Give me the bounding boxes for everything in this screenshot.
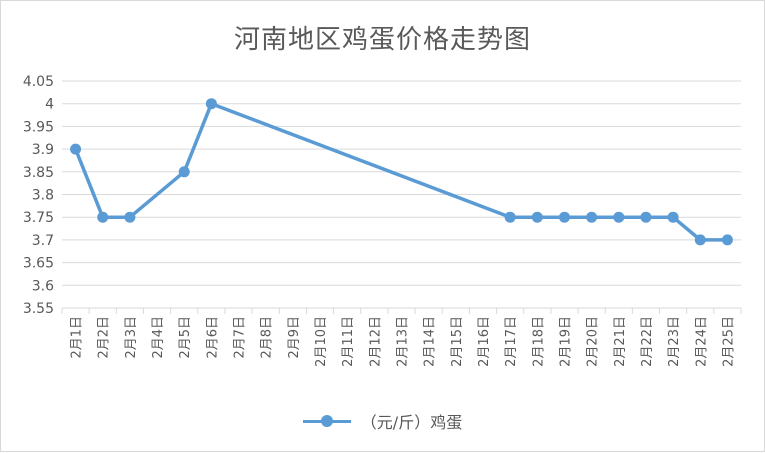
y-tick-label: 3.95 xyxy=(23,119,54,135)
x-tick-label: 2月13日 xyxy=(396,316,411,367)
legend: （元/斤）鸡蛋 xyxy=(1,409,764,433)
x-tick-label: 2月14日 xyxy=(423,316,438,367)
data-point xyxy=(558,211,570,223)
x-tick-label: 2月1日 xyxy=(70,316,85,359)
x-tick-label: 2月17日 xyxy=(504,316,519,367)
y-tick-label: 3.6 xyxy=(32,278,54,294)
data-point xyxy=(178,166,190,178)
data-point xyxy=(97,211,109,223)
y-tick-label: 3.7 xyxy=(32,233,54,249)
x-tick-label: 2月11日 xyxy=(341,316,356,367)
x-tick-label: 2月15日 xyxy=(450,316,465,367)
y-tick-label: 4 xyxy=(45,97,54,113)
x-tick-label: 2月19日 xyxy=(558,316,573,367)
x-tick-label: 2月21日 xyxy=(613,316,628,367)
y-tick-label: 3.85 xyxy=(23,165,54,181)
x-tick-label: 2月7日 xyxy=(233,316,248,359)
x-tick-label: 2月8日 xyxy=(260,316,275,359)
x-tick-label: 2月24日 xyxy=(694,316,709,367)
x-tick-label: 2月23日 xyxy=(667,316,682,367)
data-point xyxy=(721,234,733,246)
legend-marker xyxy=(302,415,351,427)
data-point xyxy=(504,211,516,223)
x-tick-label: 2月2日 xyxy=(97,316,112,359)
x-tick-label: 2月20日 xyxy=(586,316,601,367)
data-point xyxy=(70,143,82,155)
legend-label: （元/斤）鸡蛋 xyxy=(360,413,463,432)
y-tick-label: 3.9 xyxy=(32,142,54,158)
data-point xyxy=(694,234,706,246)
x-tick-label: 2月10日 xyxy=(314,316,329,367)
y-tick-label: 4.05 xyxy=(23,74,54,90)
x-tick-label: 2月5日 xyxy=(178,316,193,359)
y-tick-label: 3.55 xyxy=(23,301,54,317)
y-tick-label: 3.8 xyxy=(32,188,54,204)
x-tick-label: 2月16日 xyxy=(477,316,492,367)
y-tick-label: 3.75 xyxy=(23,210,54,226)
data-point xyxy=(667,211,679,223)
x-tick-label: 2月9日 xyxy=(287,316,302,359)
x-tick-label: 2月12日 xyxy=(368,316,383,367)
data-point xyxy=(205,98,217,110)
data-point xyxy=(586,211,598,223)
data-point xyxy=(613,211,625,223)
y-tick-label: 3.65 xyxy=(23,256,54,272)
chart-title: 河南地区鸡蛋价格走势图 xyxy=(233,25,531,55)
x-tick-label: 2月22日 xyxy=(640,316,655,367)
x-tick-label: 2月6日 xyxy=(205,316,220,359)
x-tick-label: 2月3日 xyxy=(124,316,139,359)
x-tick-label: 2月25日 xyxy=(721,316,736,367)
data-point xyxy=(531,211,543,223)
data-point xyxy=(124,211,136,223)
x-tick-label: 2月18日 xyxy=(531,316,546,367)
x-tick-label: 2月4日 xyxy=(151,316,166,359)
data-point xyxy=(640,211,652,223)
